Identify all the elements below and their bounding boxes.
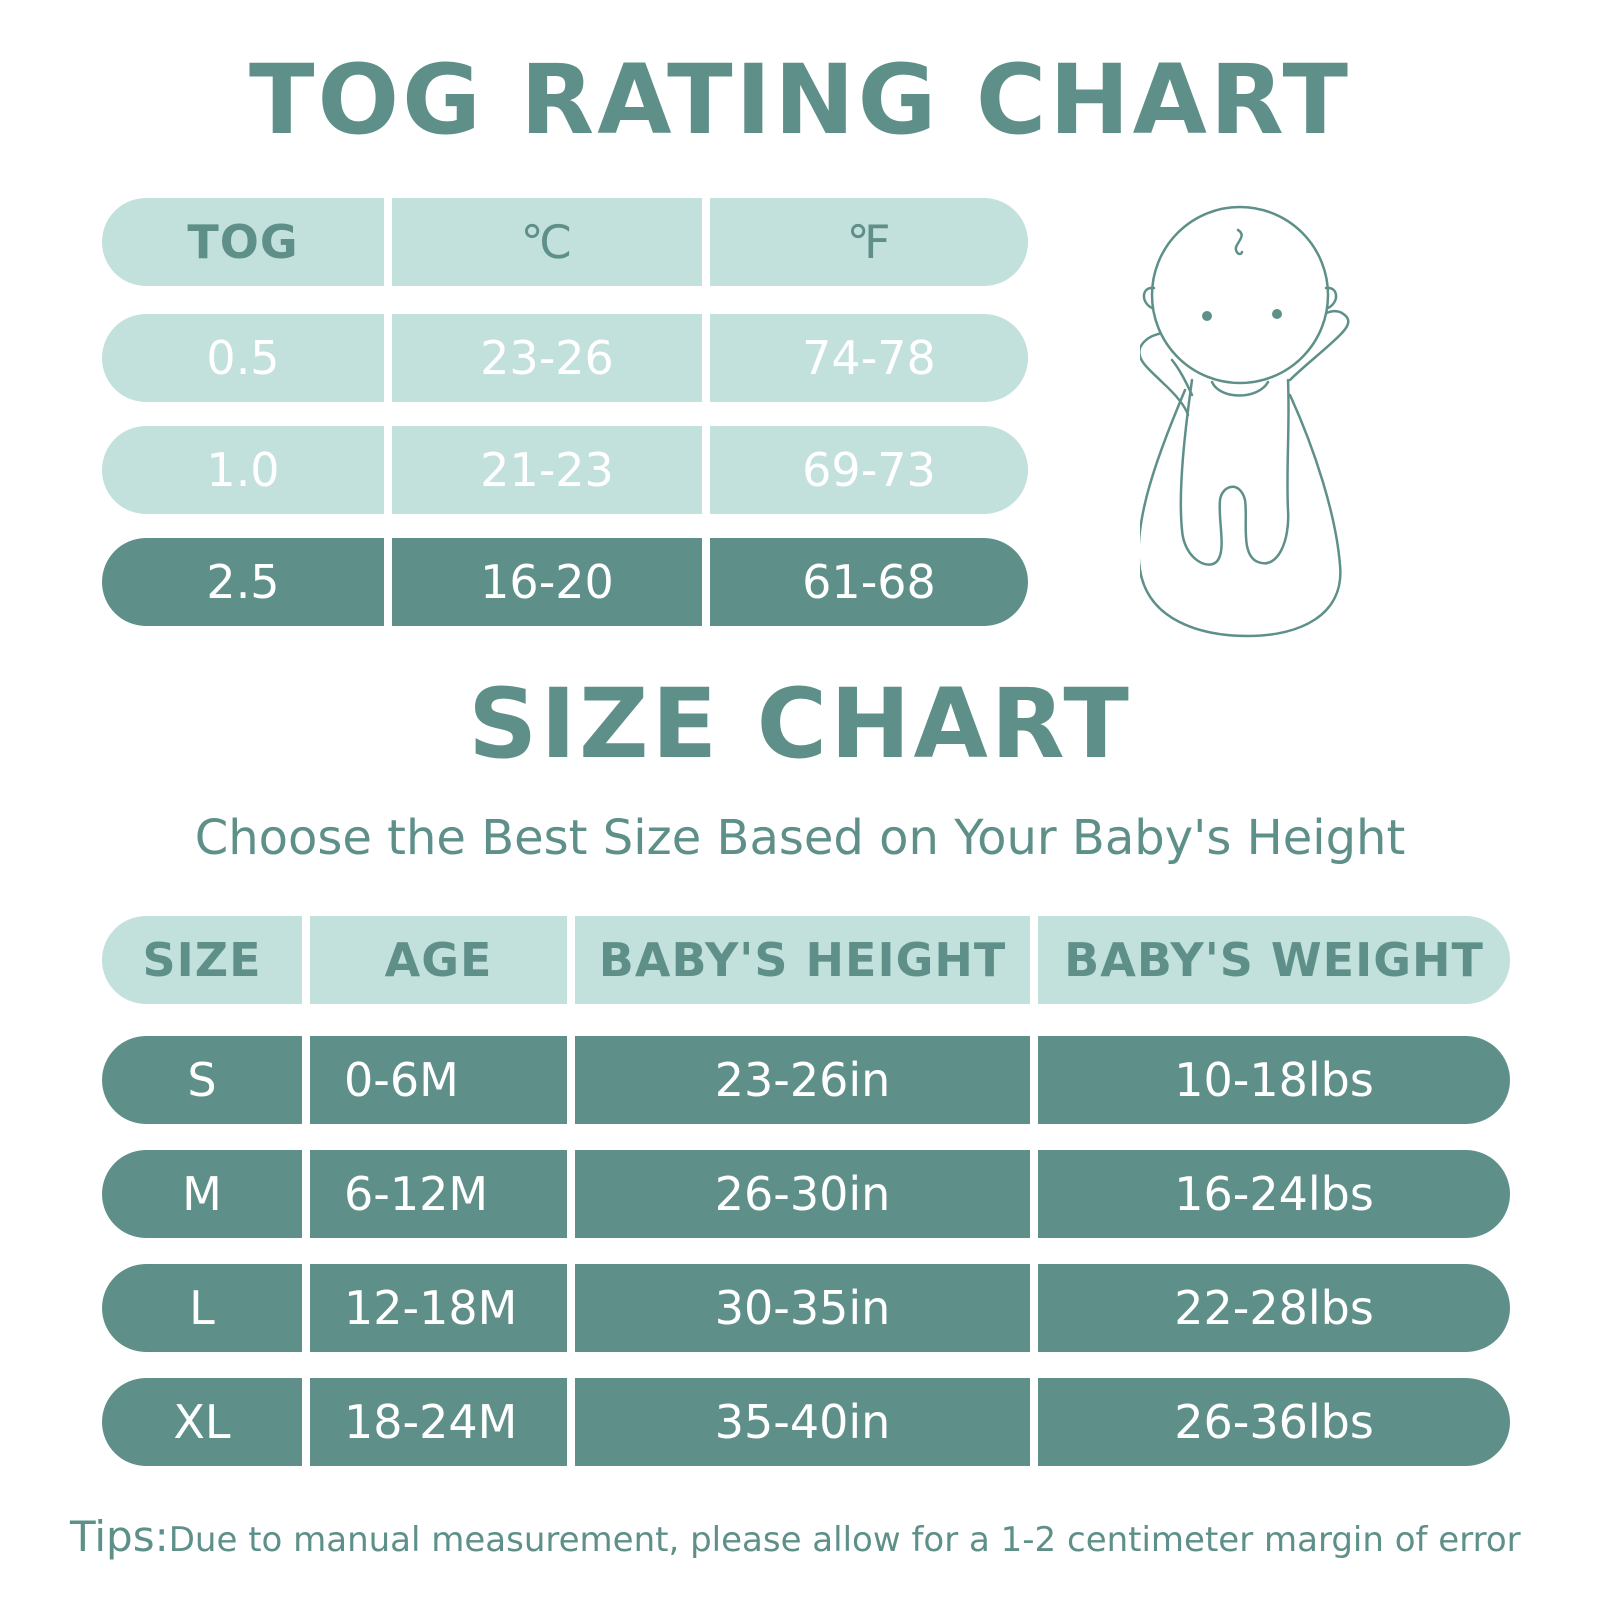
weight-cell: 22-28lbs (1038, 1264, 1510, 1352)
weight-header-label: BABY'S WEIGHT (1064, 933, 1484, 987)
tog-value: 2.5 (206, 555, 280, 609)
size-header-label: SIZE (142, 933, 262, 987)
tog-row-highlighted: 2.5 16-20 61-68 (102, 538, 1028, 626)
size-value: S (187, 1053, 217, 1107)
age-value: 0-6M (344, 1053, 459, 1107)
tog-row: 1.0 21-23 69-73 (102, 426, 1028, 514)
celsius-cell: 16-20 (392, 538, 702, 626)
height-cell: 23-26in (575, 1036, 1030, 1124)
celsius-cell: 23-26 (392, 314, 702, 402)
weight-value: 26-36lbs (1174, 1395, 1374, 1449)
age-cell: 18-24M (310, 1378, 567, 1466)
size-cell: XL (102, 1378, 302, 1466)
fahrenheit-cell: 69-73 (710, 426, 1028, 514)
tips-note: Tips:Due to manual measurement, please a… (70, 1512, 1521, 1561)
size-cell: M (102, 1150, 302, 1238)
tog-value: 1.0 (206, 443, 280, 497)
tog-value: 0.5 (206, 331, 280, 385)
height-cell: 35-40in (575, 1378, 1030, 1466)
size-row: M 6-12M 26-30in 16-24lbs (102, 1150, 1510, 1238)
weight-value: 22-28lbs (1174, 1281, 1374, 1335)
celsius-cell: 21-23 (392, 426, 702, 514)
size-cell: L (102, 1264, 302, 1352)
size-header-weight: BABY'S WEIGHT (1038, 916, 1510, 1004)
size-row: S 0-6M 23-26in 10-18lbs (102, 1036, 1510, 1124)
size-chart-title: SIZE CHART (468, 668, 1132, 780)
tog-header-row: TOG ℃ ℉ (102, 198, 1028, 286)
age-cell: 0-6M (310, 1036, 567, 1124)
age-value: 18-24M (344, 1395, 518, 1449)
weight-cell: 10-18lbs (1038, 1036, 1510, 1124)
baby-sleep-sack-icon (1140, 205, 1350, 638)
tog-header-tog: TOG (102, 198, 384, 286)
height-value: 26-30in (714, 1167, 891, 1221)
weight-cell: 26-36lbs (1038, 1378, 1510, 1466)
celsius-value: 16-20 (480, 555, 614, 609)
age-header-label: AGE (384, 933, 493, 987)
size-header-row: SIZE AGE BABY'S HEIGHT BABY'S WEIGHT (102, 916, 1510, 1004)
height-header-label: BABY'S HEIGHT (598, 933, 1007, 987)
height-value: 30-35in (714, 1281, 891, 1335)
size-cell: S (102, 1036, 302, 1124)
height-value: 23-26in (714, 1053, 891, 1107)
weight-value: 16-24lbs (1174, 1167, 1374, 1221)
fahrenheit-cell: 61-68 (710, 538, 1028, 626)
size-header-size: SIZE (102, 916, 302, 1004)
height-cell: 26-30in (575, 1150, 1030, 1238)
height-value: 35-40in (714, 1395, 891, 1449)
tips-text: Due to manual measurement, please allow … (168, 1520, 1521, 1560)
weight-cell: 16-24lbs (1038, 1150, 1510, 1238)
fahrenheit-header-label: ℉ (846, 215, 892, 269)
celsius-value: 21-23 (480, 443, 614, 497)
tog-rating-chart-title: TOG RATING CHART (248, 44, 1352, 156)
tog-header-fahrenheit: ℉ (710, 198, 1028, 286)
tog-cell: 0.5 (102, 314, 384, 402)
size-header-height: BABY'S HEIGHT (575, 916, 1030, 1004)
tog-header-celsius: ℃ (392, 198, 702, 286)
fahrenheit-value: 69-73 (802, 443, 936, 497)
size-row: L 12-18M 30-35in 22-28lbs (102, 1264, 1510, 1352)
size-value: M (182, 1167, 222, 1221)
tog-header-label: TOG (187, 215, 299, 269)
size-chart-subtitle: Choose the Best Size Based on Your Baby'… (194, 810, 1406, 866)
size-value: L (189, 1281, 215, 1335)
weight-value: 10-18lbs (1174, 1053, 1374, 1107)
fahrenheit-value: 61-68 (802, 555, 936, 609)
height-cell: 30-35in (575, 1264, 1030, 1352)
size-row: XL 18-24M 35-40in 26-36lbs (102, 1378, 1510, 1466)
age-value: 12-18M (344, 1281, 518, 1335)
celsius-value: 23-26 (480, 331, 614, 385)
tog-cell: 2.5 (102, 538, 384, 626)
size-value: XL (173, 1395, 231, 1449)
tog-cell: 1.0 (102, 426, 384, 514)
size-header-age: AGE (310, 916, 567, 1004)
tog-row: 0.5 23-26 74-78 (102, 314, 1028, 402)
tips-label: Tips: (70, 1512, 169, 1561)
age-value: 6-12M (344, 1167, 489, 1221)
celsius-header-label: ℃ (520, 215, 574, 269)
fahrenheit-value: 74-78 (802, 331, 936, 385)
fahrenheit-cell: 74-78 (710, 314, 1028, 402)
age-cell: 12-18M (310, 1264, 567, 1352)
age-cell: 6-12M (310, 1150, 567, 1238)
